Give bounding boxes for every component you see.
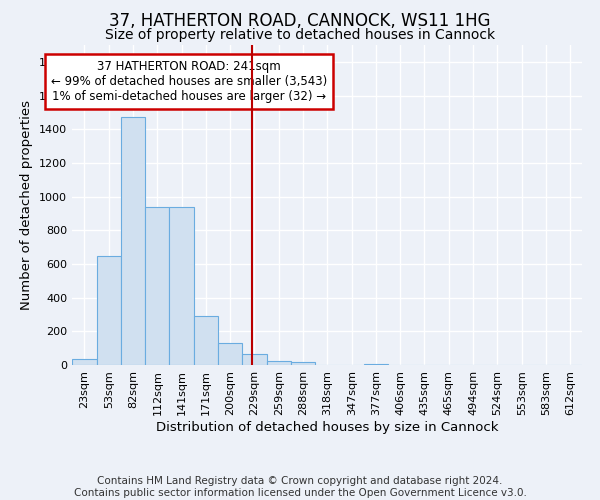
Bar [218, 343, 242, 365]
Bar [145, 206, 169, 365]
Bar [242, 354, 267, 365]
X-axis label: Distribution of detached houses by size in Cannock: Distribution of detached houses by size … [156, 420, 498, 434]
Bar [72, 359, 97, 365]
Text: Contains HM Land Registry data © Crown copyright and database right 2024.
Contai: Contains HM Land Registry data © Crown c… [74, 476, 526, 498]
Text: Size of property relative to detached houses in Cannock: Size of property relative to detached ho… [105, 28, 495, 42]
Bar [364, 364, 388, 365]
Text: 37, HATHERTON ROAD, CANNOCK, WS11 1HG: 37, HATHERTON ROAD, CANNOCK, WS11 1HG [109, 12, 491, 30]
Bar [169, 206, 194, 365]
Bar [290, 362, 316, 365]
Bar [97, 256, 121, 365]
Bar [121, 118, 145, 365]
Text: 37 HATHERTON ROAD: 241sqm
← 99% of detached houses are smaller (3,543)
1% of sem: 37 HATHERTON ROAD: 241sqm ← 99% of detac… [51, 60, 328, 103]
Bar [267, 361, 290, 365]
Bar [194, 316, 218, 365]
Y-axis label: Number of detached properties: Number of detached properties [20, 100, 34, 310]
